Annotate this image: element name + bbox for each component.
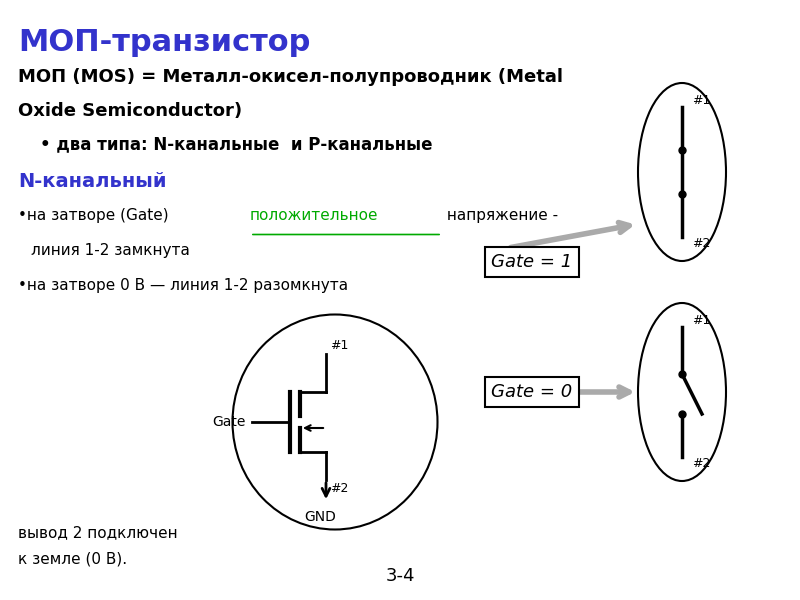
Text: #2: #2 xyxy=(692,457,710,470)
Text: положительное: положительное xyxy=(250,208,378,223)
Text: линия 1-2 замкнута: линия 1-2 замкнута xyxy=(31,244,190,259)
Text: МОП-транзистор: МОП-транзистор xyxy=(18,28,310,57)
Text: #2: #2 xyxy=(692,237,710,250)
Text: #2: #2 xyxy=(330,482,348,495)
Text: #1: #1 xyxy=(692,94,710,107)
Text: •на затворе 0 В — линия 1-2 разомкнута: •на затворе 0 В — линия 1-2 разомкнута xyxy=(18,278,348,293)
Text: вывод 2 подключен: вывод 2 подключен xyxy=(18,525,178,540)
Text: к земле (0 В).: к земле (0 В). xyxy=(18,552,127,567)
Text: •на затворе (Gate): •на затворе (Gate) xyxy=(18,208,174,223)
Text: Gate = 1: Gate = 1 xyxy=(491,253,573,271)
Text: 3-4: 3-4 xyxy=(386,567,414,585)
Text: напряжение -: напряжение - xyxy=(442,208,558,223)
Text: GND: GND xyxy=(304,510,336,524)
Text: • два типа: N-канальные  и Р-канальные: • два типа: N-канальные и Р-канальные xyxy=(40,135,433,153)
Text: N-канальный: N-канальный xyxy=(18,172,166,191)
Text: Gate: Gate xyxy=(213,415,246,429)
Text: #1: #1 xyxy=(692,314,710,327)
Text: #1: #1 xyxy=(330,339,348,352)
Text: МОП (MOS) = Металл-окисел-полупроводник (Metal: МОП (MOS) = Металл-окисел-полупроводник … xyxy=(18,68,563,86)
Text: Gate = 0: Gate = 0 xyxy=(491,383,573,401)
Text: Oxide Semiconductor): Oxide Semiconductor) xyxy=(18,102,242,120)
